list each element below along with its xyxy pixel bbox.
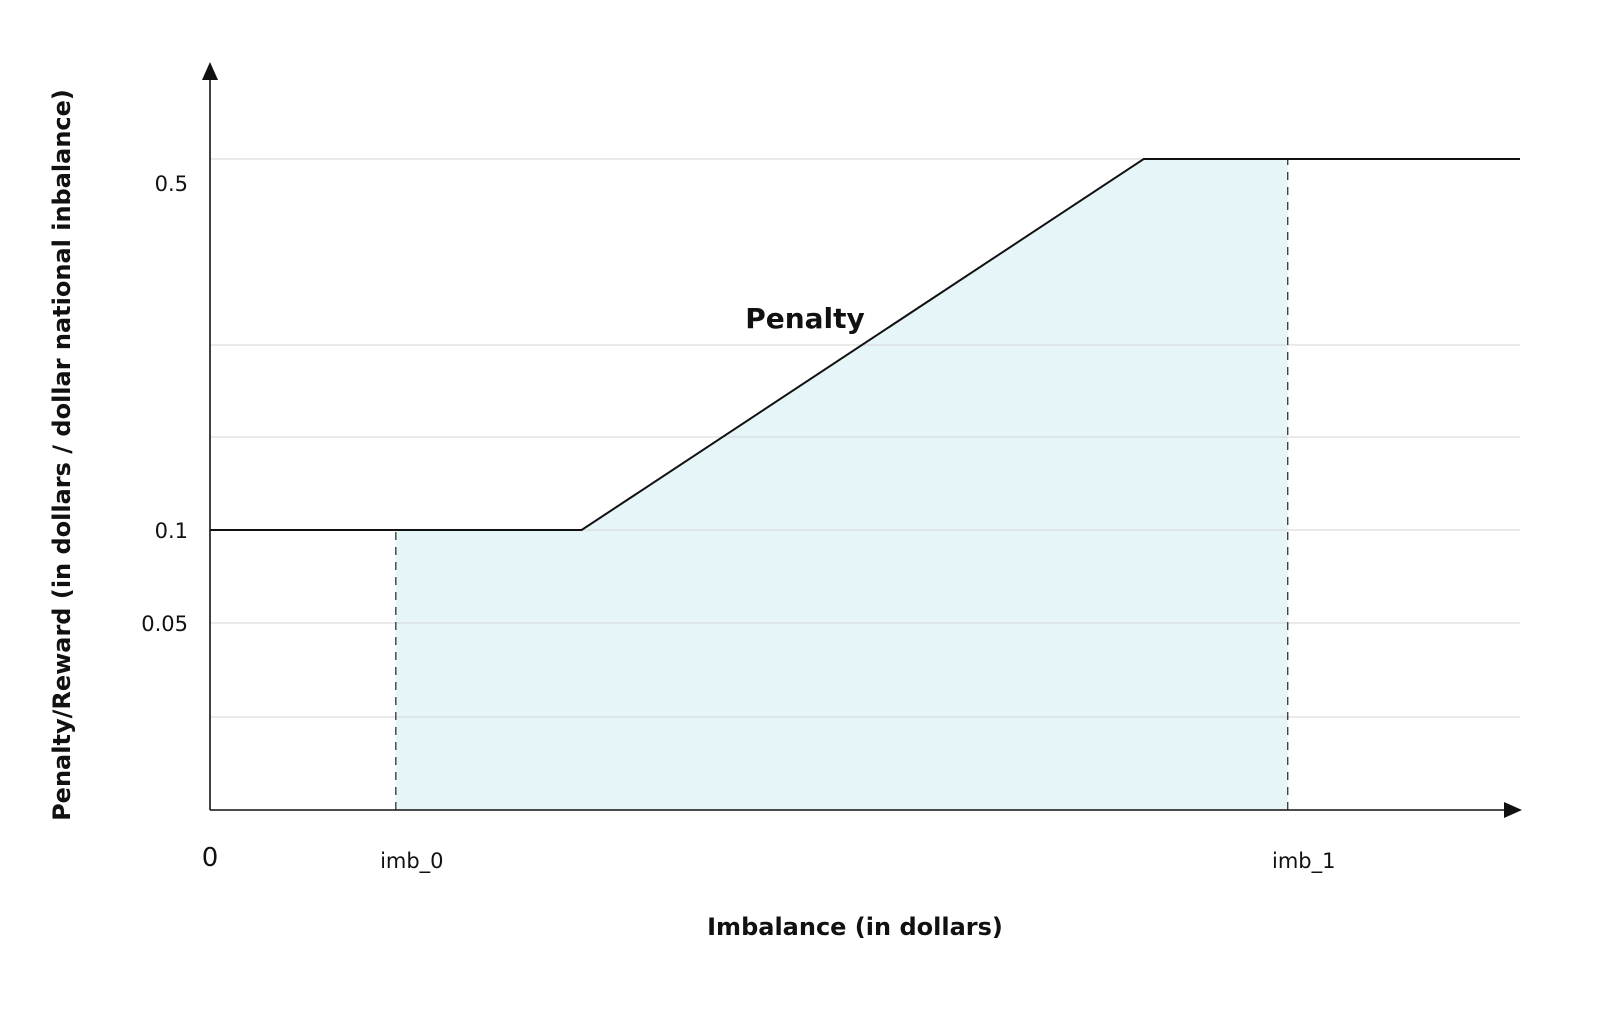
origin-label: 0 xyxy=(202,843,219,873)
y-axis-arrow-icon xyxy=(202,62,218,80)
series-line-penalty xyxy=(210,158,1520,531)
x-axis-arrow-icon xyxy=(1504,802,1522,818)
series-annotation: Penalty xyxy=(745,302,865,335)
x-axis-title: Imbalance (in dollars) xyxy=(707,913,1003,941)
y-tick-label: 0.1 xyxy=(155,519,188,543)
shaded-region xyxy=(395,159,1288,810)
x-tick-label: imb_1 xyxy=(1272,849,1335,874)
x-tick-label: imb_0 xyxy=(380,849,443,874)
y-axis-title: Penalty/Reward (in dollars / dollar nati… xyxy=(48,89,76,821)
y-tick-label: 0.5 xyxy=(155,172,188,196)
y-tick-label: 0.05 xyxy=(141,612,188,636)
